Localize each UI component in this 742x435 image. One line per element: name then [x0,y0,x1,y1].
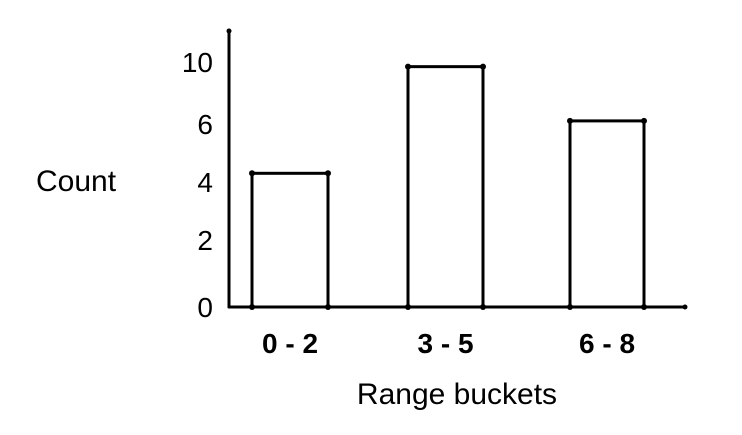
bars-layer [249,63,647,310]
x-tick-label: 0 - 2 [262,328,318,359]
y-tick-labels: 0 2 4 6 10 [182,47,213,323]
x-tick-label: 6 - 8 [579,328,635,359]
axes-layer [226,28,688,310]
bar-corner-dot [325,170,331,177]
x-tick-labels: 0 - 2 3 - 5 6 - 8 [262,328,635,359]
bar-rect [250,171,330,309]
bar-rect [406,65,485,309]
bar-corner-dot [405,63,411,70]
bar-2 [405,63,486,310]
bar-corner-dot [249,170,255,177]
bar-corner-dot [567,117,573,124]
y-axis-end-dot [226,28,232,34]
bar-corner-dot [641,117,647,124]
y-axis-title: Count [36,165,117,198]
bar-3 [567,117,647,310]
x-axis-end-dot [682,304,688,310]
x-tick-label: 3 - 5 [417,328,473,359]
bar-rect [568,119,646,309]
x-axis-title: Range buckets [357,378,557,411]
y-tick-label: 6 [197,109,213,140]
y-tick-label: 0 [197,292,213,323]
y-tick-label: 10 [182,47,213,78]
bar-corner-dot [480,63,486,70]
y-tick-label: 2 [197,225,213,256]
y-tick-label: 4 [197,167,213,198]
bar-1 [249,170,331,310]
